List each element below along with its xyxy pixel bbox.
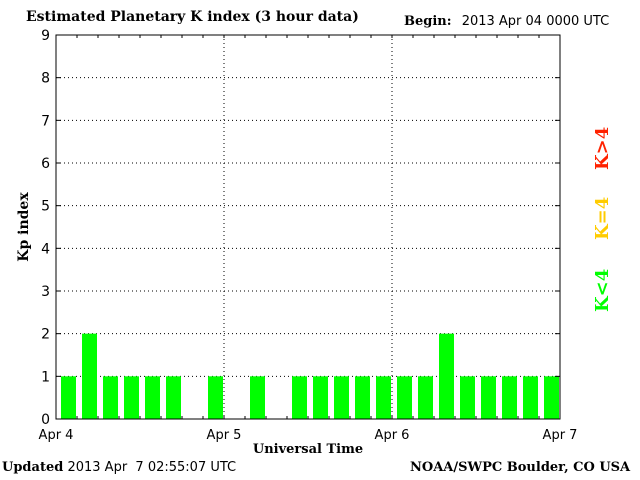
y-tick-label: 9 xyxy=(41,28,50,44)
kp-bar xyxy=(292,376,307,419)
kp-bar xyxy=(355,376,370,419)
y-tick-label: 4 xyxy=(41,241,50,257)
bars xyxy=(61,333,559,419)
chart-title: Estimated Planetary K index (3 hour data… xyxy=(26,9,359,25)
begin-info: Begin: 2013 Apr 04 0000 UTC xyxy=(404,14,609,29)
kp-bar xyxy=(166,376,181,419)
credit-text: NOAA/SWPC Boulder, CO USA xyxy=(410,460,631,475)
kp-bar xyxy=(460,376,475,419)
kp-bar xyxy=(250,376,265,419)
y-tick-label: 3 xyxy=(41,284,50,300)
x-tick-labels: Apr 4 Apr 5 Apr 6 Apr 7 xyxy=(39,428,578,443)
kp-bar xyxy=(82,333,97,419)
y-tick-label: 1 xyxy=(41,369,50,385)
kp-bar xyxy=(145,376,160,419)
kp-bar xyxy=(544,376,559,419)
kp-bar xyxy=(376,376,391,419)
kp-bar xyxy=(313,376,328,419)
plot-frame xyxy=(55,34,561,420)
kp-bar xyxy=(103,376,118,419)
x-tick-label: Apr 5 xyxy=(207,428,242,443)
legend-k-greater-4: K>4 xyxy=(592,126,613,170)
legend-k-equal-4: K=4 xyxy=(592,196,613,240)
updated-value: 2013 Apr 7 02:55:07 UTC xyxy=(67,460,237,475)
kp-bar xyxy=(418,376,433,419)
updated-info: Updated 2013 Apr 7 02:55:07 UTC xyxy=(2,460,236,475)
x-tick-label: Apr 6 xyxy=(375,428,410,443)
y-axis-label: Kp index xyxy=(16,192,32,262)
kp-bar xyxy=(208,376,223,419)
y-tick-label: 5 xyxy=(41,199,50,215)
kp-bar xyxy=(502,376,517,419)
x-axis-label: Universal Time xyxy=(253,442,363,457)
axis-ticks xyxy=(56,34,560,420)
kp-bar xyxy=(481,376,496,419)
kp-bar xyxy=(124,376,139,419)
y-tick-labels: 0 1 2 3 4 5 6 7 8 9 xyxy=(41,28,50,428)
y-tick-label: 6 xyxy=(41,156,50,172)
legend-k-less-4: K<4 xyxy=(592,268,613,312)
y-tick-label: 8 xyxy=(41,71,50,87)
y-tick-label: 2 xyxy=(41,327,50,343)
grid-lines xyxy=(56,35,560,419)
y-tick-label: 7 xyxy=(41,113,50,129)
begin-label: Begin: xyxy=(404,14,452,29)
x-tick-label: Apr 7 xyxy=(543,428,578,443)
kp-bar xyxy=(439,333,454,419)
x-tick-label: Apr 4 xyxy=(39,428,74,443)
begin-value: 2013 Apr 04 0000 UTC xyxy=(461,14,610,29)
kp-bar xyxy=(61,376,76,419)
kp-bar xyxy=(523,376,538,419)
y-tick-label: 0 xyxy=(41,412,50,428)
kp-bar xyxy=(397,376,412,419)
updated-label: Updated xyxy=(2,460,64,475)
kp-bar xyxy=(334,376,349,419)
